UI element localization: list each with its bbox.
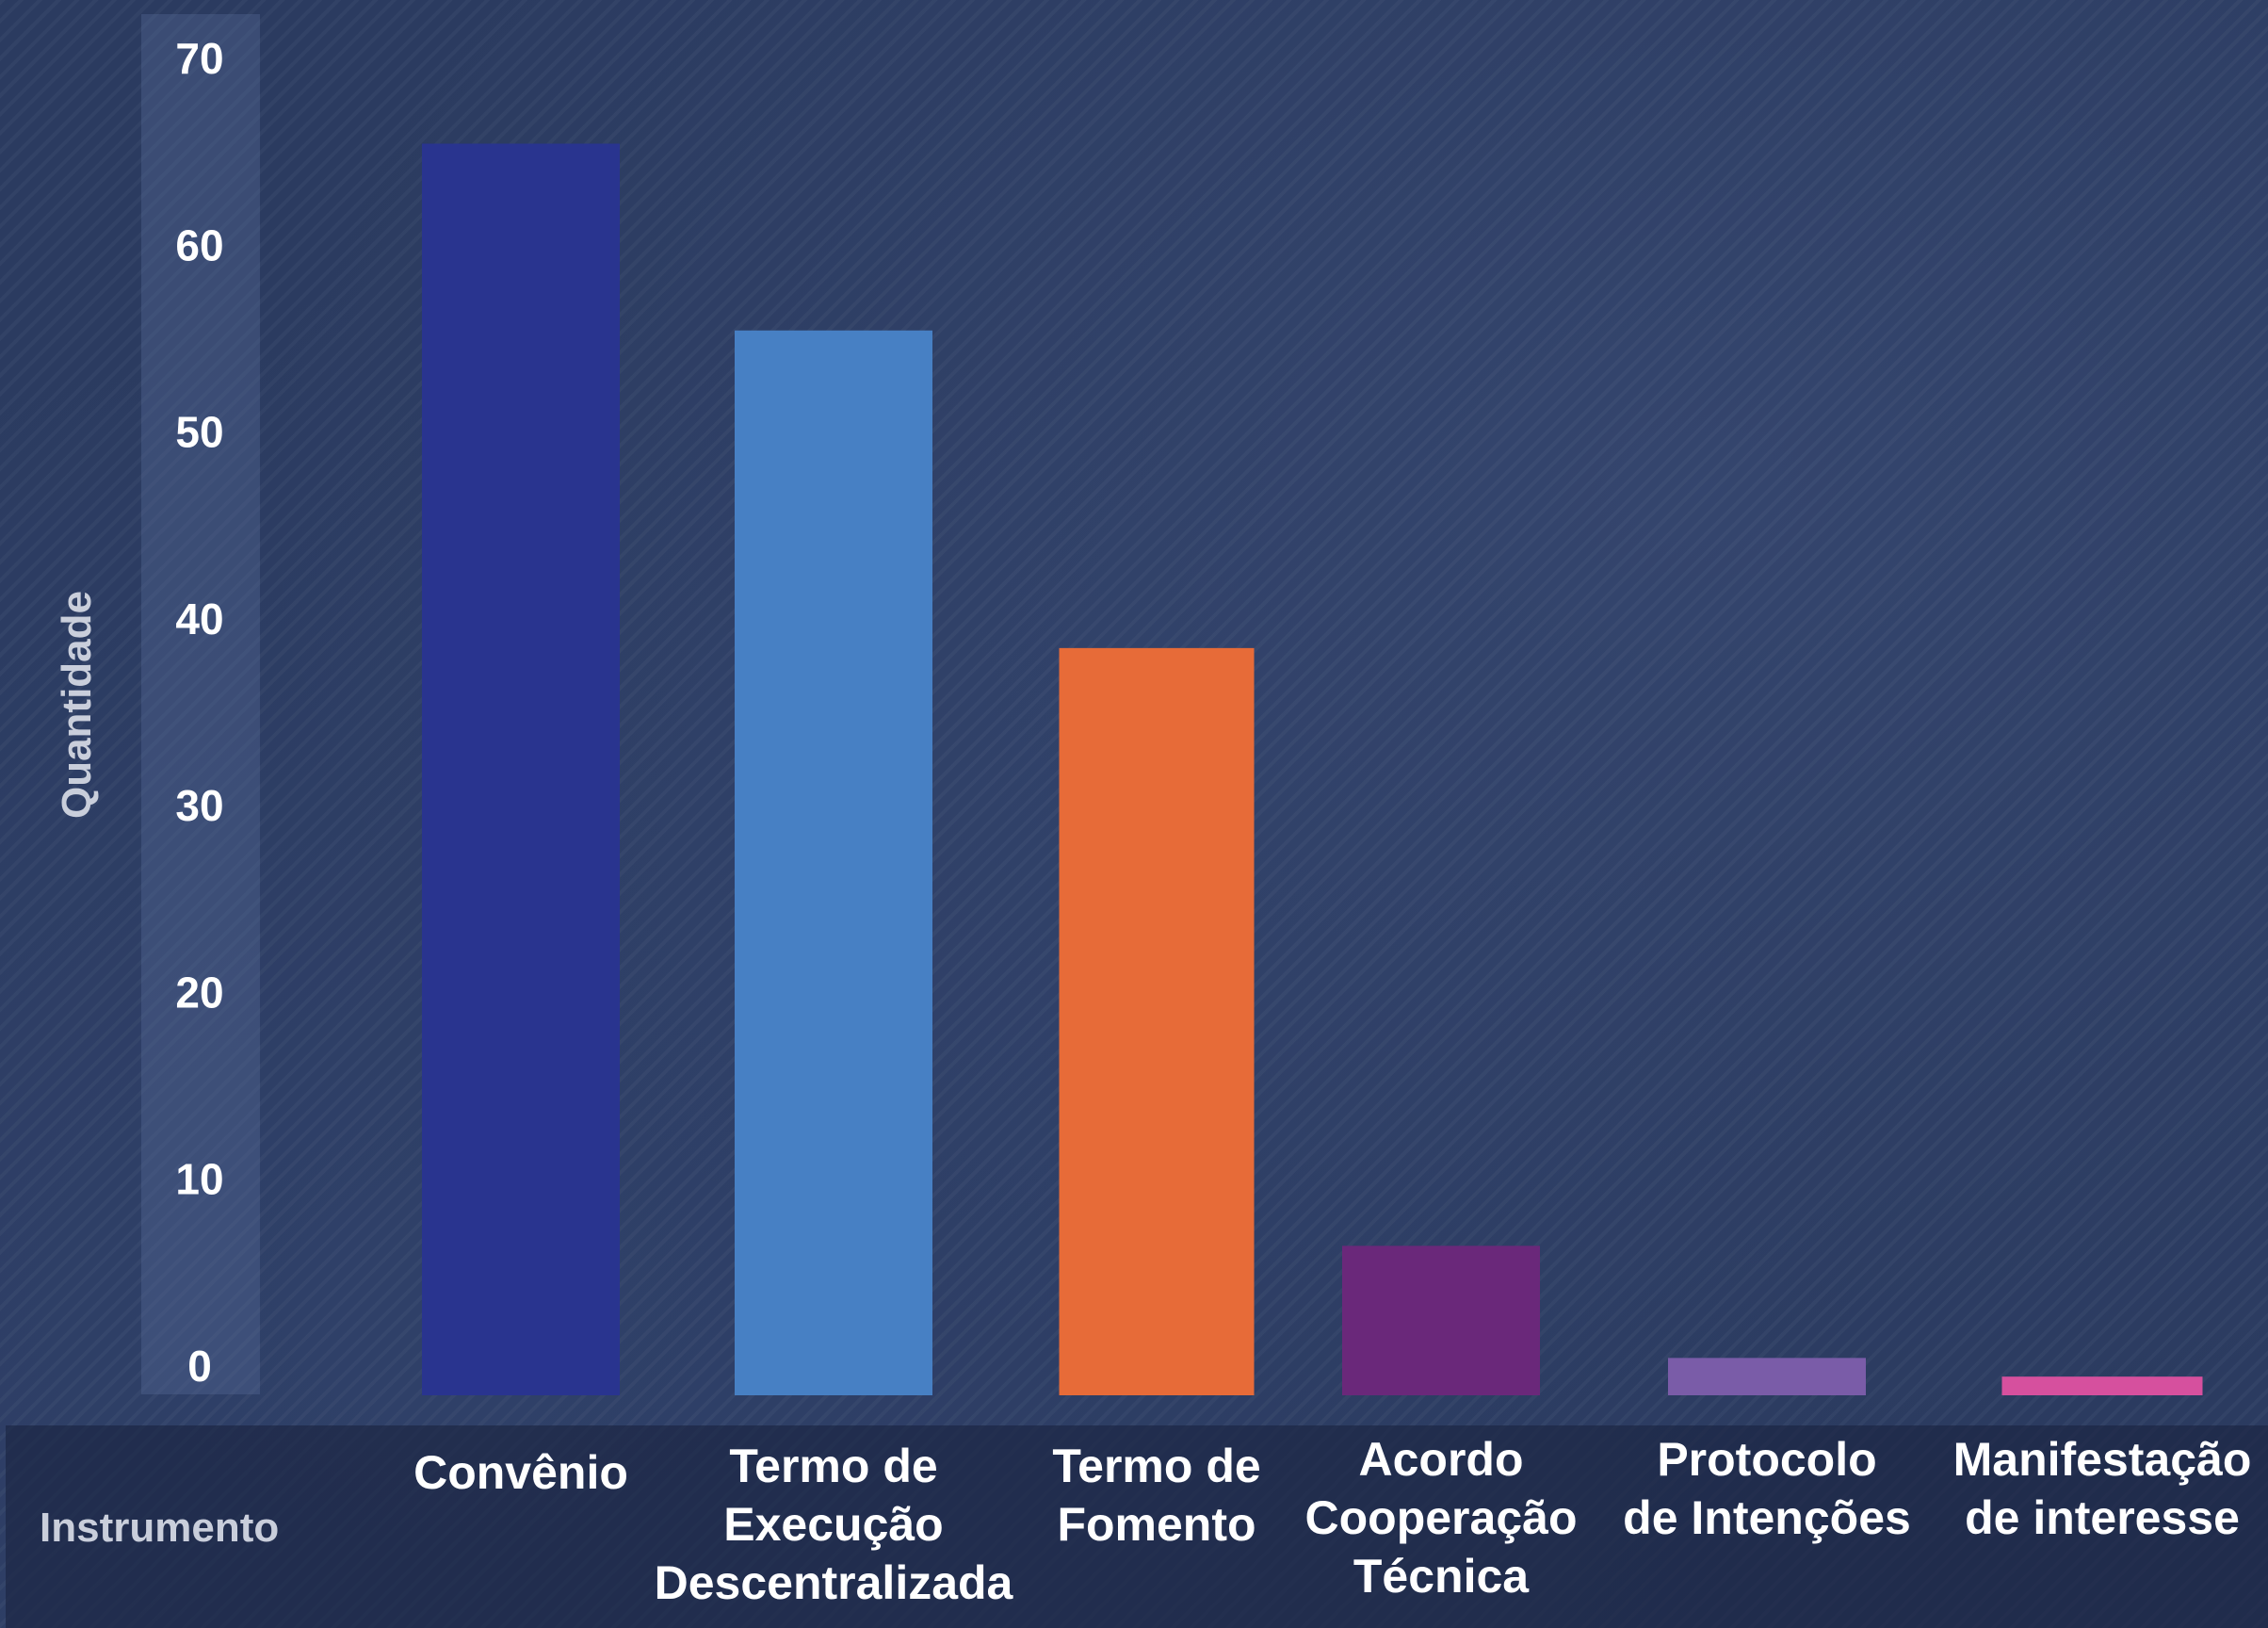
x-tick-label-line: Acordo [1359,1433,1524,1486]
x-tick-label: Termo de Execução Descentralizada [655,1440,1014,1609]
x-tick-label: Convênio [413,1446,628,1499]
x-tick-label: Termo de Fomento [1052,1440,1260,1551]
bars [422,143,2203,1395]
bar [735,330,932,1395]
x-tick-label-line: Fomento [1057,1498,1256,1551]
x-tick-label: Acordo Cooperação Técnica [1305,1433,1578,1603]
bar [1668,1358,1866,1395]
y-tick-label: 0 [187,1342,212,1391]
y-axis-band [141,14,260,1394]
x-tick-label-line: Convênio [413,1446,628,1499]
y-tick-label: 20 [175,968,223,1017]
bar [2001,1376,2203,1395]
x-tick-label-line: Manifestação [1953,1433,2252,1486]
x-tick-label: Protocolo de Intenções [1623,1433,1911,1544]
x-tick-label-line: Termo de [729,1440,937,1492]
x-tick-label-line: Descentralizada [655,1556,1014,1609]
y-axis-title: Quantidade [54,591,100,819]
bar [1342,1245,1540,1395]
x-tick-label-line: Cooperação [1305,1491,1578,1544]
y-tick-label: 30 [175,781,223,830]
x-axis-title: Instrumento [40,1505,279,1551]
x-tick-label-line: Técnica [1353,1550,1530,1603]
y-tick-label: 10 [175,1155,223,1204]
y-tick-label: 40 [175,594,223,643]
bar [422,143,620,1395]
x-axis-band [6,1425,2268,1628]
bar [1059,647,1255,1395]
x-tick-label-line: de Intenções [1623,1491,1911,1544]
x-axis-labels: Convênio Termo de Execução DescentralizadaT… [413,1433,2251,1609]
x-tick-label: Manifestação de interesse [1953,1433,2252,1544]
y-axis-ticks: 0 10 20 30 40 50 60 70 [175,34,223,1391]
y-tick-label: 70 [175,34,223,83]
x-tick-label-line: de interesse [1965,1491,2240,1544]
x-tick-label-line: Execução [723,1498,943,1551]
x-tick-label-line: Protocolo [1657,1433,1876,1486]
y-tick-label: 60 [175,220,223,269]
y-tick-label: 50 [175,408,223,457]
x-tick-label-line: Termo de [1052,1440,1260,1492]
